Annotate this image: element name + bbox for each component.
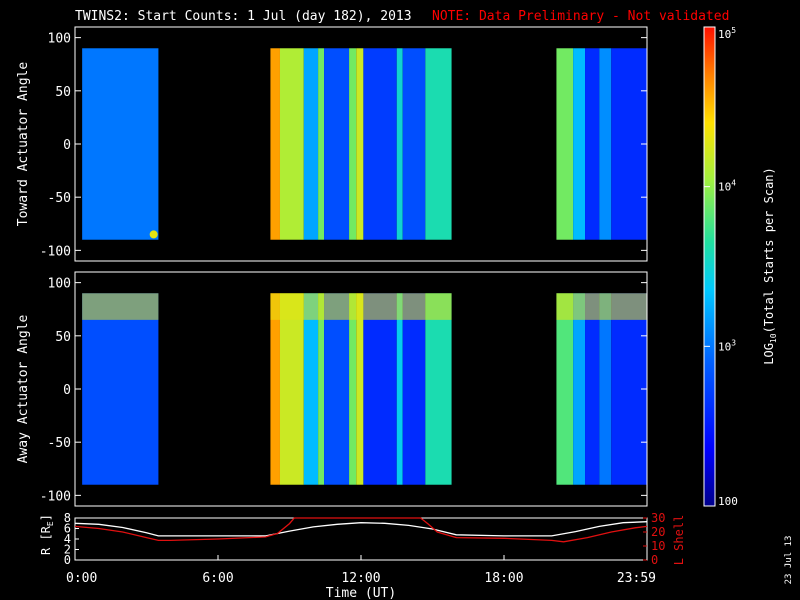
cb-tick-label-2: 104	[718, 179, 736, 194]
series-line-r	[74, 521, 648, 537]
heat-cell-4	[318, 48, 325, 240]
away-ylabel: Away Actuator Angle	[16, 314, 31, 463]
heat-cell-15	[599, 293, 612, 485]
away-y-axis: 100 50 0 -50 -100	[40, 277, 647, 504]
y-tick-label-1: 50	[55, 85, 71, 100]
chart-title: TWINS2: Start Counts: 1 Jul (day 182), 2…	[75, 9, 412, 24]
ephemeris-panel-frame	[74, 517, 648, 561]
heat-cell-1	[270, 48, 280, 240]
heat-cell-12	[556, 48, 574, 240]
r-tick-label-0: 0	[64, 553, 71, 567]
away-panel: 100 50 0 -50 -100 Away Actuator Angle	[16, 271, 648, 507]
toward-y-axis: 100 50 0 -50 -100	[40, 32, 647, 259]
y-tick-label-2: 0	[63, 138, 71, 153]
heat-cell-7	[356, 48, 364, 240]
y-tick-label-1: 50	[55, 330, 71, 345]
top-band-2	[556, 293, 647, 320]
heat-cell-6	[349, 48, 357, 240]
heat-cell-11	[425, 48, 452, 240]
ephemeris-lines	[74, 517, 648, 543]
x-tick-label-4: 23:59	[617, 571, 656, 586]
top-band-1	[270, 293, 452, 320]
heat-cell-7	[356, 293, 364, 485]
x-tick-label-1: 6:00	[202, 571, 233, 586]
cb-tick-label-0: 100	[718, 495, 738, 508]
toward-ylabel: Toward Actuator Angle	[16, 62, 31, 227]
colorbar-gradient	[704, 27, 715, 506]
y-tick-label-2: 0	[63, 383, 71, 398]
heat-cell-14	[585, 48, 600, 240]
y-tick-label-0: 100	[48, 32, 71, 47]
x-tick-label-0: 0:00	[66, 571, 97, 586]
r-axis-label: R [RE]	[39, 514, 55, 555]
cb-tick-label-3: 105	[718, 26, 736, 41]
x-tick-label-3: 18:00	[484, 571, 523, 586]
heat-cell-8	[363, 48, 397, 240]
y-tick-label-3: -50	[48, 191, 71, 206]
r-tick-label-4: 8	[64, 511, 71, 525]
y-tick-label-3: -50	[48, 436, 71, 451]
r-tick-label-3: 6	[64, 522, 71, 536]
y-tick-label-4: -100	[40, 489, 71, 504]
heat-cell-13	[573, 293, 586, 485]
heat-cell-2	[279, 293, 304, 485]
heat-cell-10	[402, 293, 426, 485]
toward-heatmap	[82, 48, 647, 240]
r-tick-label-2: 4	[64, 532, 71, 546]
heat-cell-5	[324, 293, 350, 485]
x-tick-label-2: 12:00	[341, 571, 380, 586]
l-shell-axis-label: L Shell	[672, 515, 686, 566]
y-tick-label-4: -100	[40, 244, 71, 259]
heat-cell-10	[402, 48, 426, 240]
colorbar-label: LOG10(Total Starts per Scan)	[762, 167, 778, 365]
l-tick-label-3: 30	[651, 511, 665, 525]
r-tick-label-1: 2	[64, 543, 71, 557]
series-line-l-shell	[74, 517, 648, 543]
heat-cell-0	[82, 293, 159, 485]
time-axis: 0:00 6:00 12:00 18:00 23:59	[66, 555, 656, 586]
colorbar-ticks: 100 103 104 105	[704, 26, 738, 508]
heat-cell-14	[585, 293, 600, 485]
l-tick-label-1: 10	[651, 539, 665, 553]
l-tick-label-0: 0	[651, 553, 658, 567]
date-stamp: 23 Jul 13	[784, 536, 794, 585]
cb-tick-label-1: 103	[718, 338, 736, 353]
heat-cell-3	[303, 293, 319, 485]
heat-cell-0	[82, 48, 159, 240]
heat-cell-5	[324, 48, 350, 240]
heat-cell-9	[396, 293, 403, 485]
heat-cell-13	[573, 48, 586, 240]
heat-cell-6	[349, 293, 357, 485]
heat-cell-2	[279, 48, 304, 240]
preliminary-note: NOTE: Data Preliminary - Not validated	[432, 9, 729, 24]
toward-panel: 100 50 0 -50 -100 Toward Actuator Angle	[16, 26, 648, 262]
heat-cell-12	[556, 293, 574, 485]
heat-cell-8	[363, 293, 397, 485]
top-band-0	[82, 293, 159, 320]
hot-spot	[149, 230, 158, 239]
colorbar: 100 103 104 105 LOG10(Total Starts per Scan…	[703, 26, 778, 508]
y-tick-label-0: 100	[48, 277, 71, 292]
heat-cell-9	[396, 48, 403, 240]
heat-cell-4	[318, 293, 325, 485]
l-tick-label-2: 20	[651, 525, 665, 539]
heat-cell-3	[303, 48, 319, 240]
time-axis-label: Time (UT)	[326, 586, 396, 600]
heat-cell-1	[270, 293, 280, 485]
heat-cell-15	[599, 48, 612, 240]
heat-cell-11	[425, 293, 452, 485]
